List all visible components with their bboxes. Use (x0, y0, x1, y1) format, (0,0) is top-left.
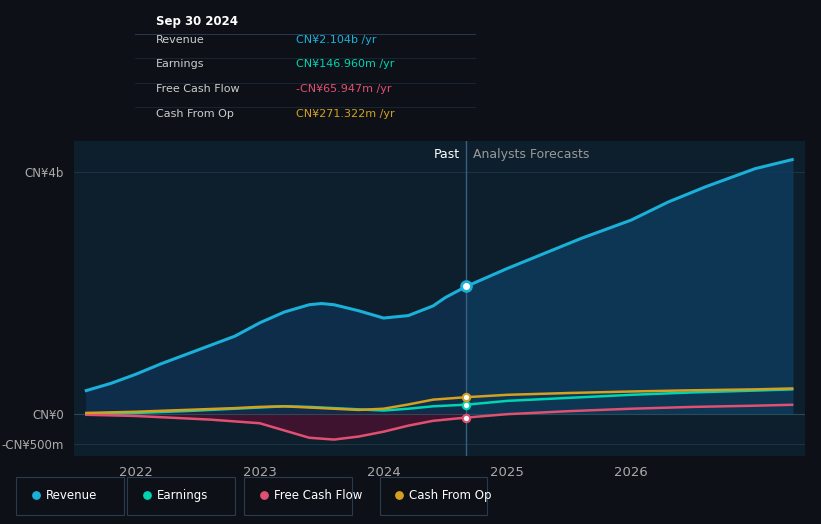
Text: -CN¥65.947m /yr: -CN¥65.947m /yr (296, 84, 391, 94)
Text: Earnings: Earnings (156, 59, 204, 69)
Point (460, 413, 473, 422)
Text: Sep 30 2024: Sep 30 2024 (156, 15, 238, 28)
Point (30, 491, 43, 499)
Text: Earnings: Earnings (157, 489, 209, 501)
Text: CN¥271.322m /yr: CN¥271.322m /yr (296, 108, 394, 118)
Point (393, 491, 406, 499)
Text: Free Cash Flow: Free Cash Flow (156, 84, 240, 94)
Point (460, 282, 473, 290)
Text: Analysts Forecasts: Analysts Forecasts (473, 148, 589, 161)
Text: CN¥2.104b /yr: CN¥2.104b /yr (296, 35, 376, 45)
Point (258, 491, 271, 499)
Text: Free Cash Flow: Free Cash Flow (274, 489, 362, 501)
Text: CN¥146.960m /yr: CN¥146.960m /yr (296, 59, 394, 69)
Point (140, 491, 154, 499)
Point (460, 400, 473, 409)
Text: Revenue: Revenue (46, 489, 98, 501)
Text: Cash From Op: Cash From Op (410, 489, 492, 501)
Text: Past: Past (434, 148, 461, 161)
Point (460, 393, 473, 401)
Text: Revenue: Revenue (156, 35, 204, 45)
Text: Cash From Op: Cash From Op (156, 108, 234, 118)
